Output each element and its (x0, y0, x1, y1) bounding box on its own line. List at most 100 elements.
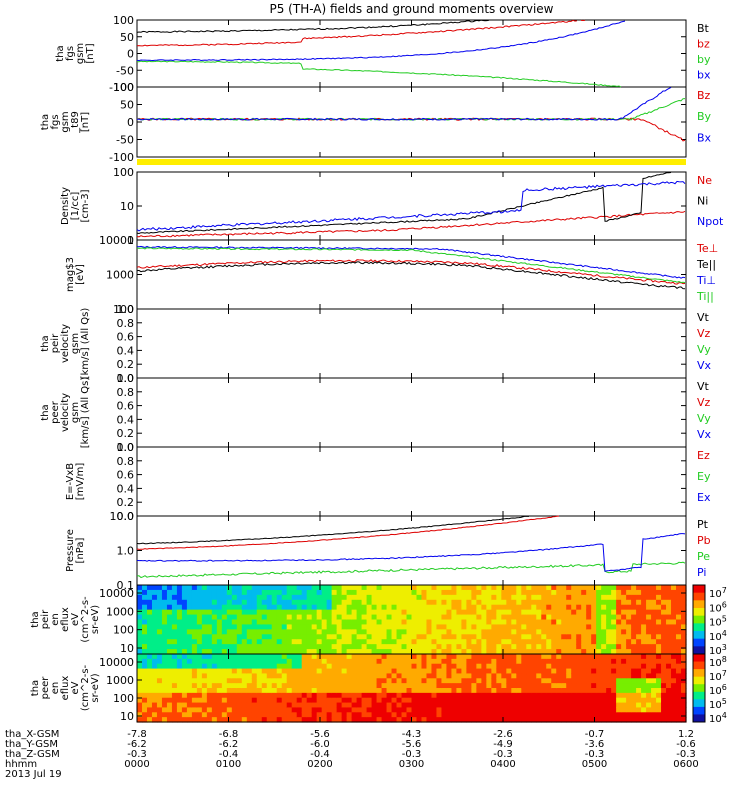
heatmap-cell (396, 619, 403, 626)
heatmap-cell (421, 649, 428, 655)
heatmap-cell (526, 683, 532, 689)
heatmap-cell (516, 589, 522, 596)
heatmap-cell (286, 697, 293, 704)
heatmap-cell (141, 624, 148, 630)
heatmap-cell (201, 692, 208, 699)
heatmap-cell (516, 668, 522, 675)
heatmap-cell (196, 668, 203, 675)
heatmap-cell (591, 654, 597, 660)
heatmap-cell (301, 658, 308, 665)
heatmap-cell (486, 688, 492, 694)
heatmap-cell (291, 639, 298, 645)
heatmap-cell (546, 688, 552, 694)
heatmap-cell (451, 717, 458, 723)
heatmap-cell (191, 624, 198, 630)
heatmap-cell (311, 692, 318, 699)
heatmap-cell (411, 668, 418, 675)
heatmap-cell (586, 644, 592, 650)
heatmap-cell (351, 644, 358, 650)
heatmap-cell (301, 599, 308, 606)
heatmap-cell (621, 683, 627, 689)
heatmap-cell (411, 707, 418, 713)
heatmap-cell (661, 712, 667, 718)
heatmap-cell (626, 673, 632, 679)
heatmap-cell (401, 668, 408, 675)
heatmap-cell (446, 717, 453, 723)
heatmap-cell (286, 707, 293, 713)
heatmap-cell (331, 614, 338, 621)
heatmap-cell (486, 585, 492, 591)
heatmap-cell (551, 624, 557, 630)
heatmap-cell (491, 654, 497, 660)
heatmap-cell (366, 658, 373, 665)
heatmap-cell (356, 717, 363, 723)
heatmap-cell (566, 629, 572, 635)
heatmap-cell (476, 697, 482, 704)
heatmap-cell (226, 654, 233, 660)
heatmap-cell (606, 604, 612, 611)
heatmap-cell (441, 604, 448, 611)
heatmap-cell (446, 629, 453, 635)
heatmap-cell (581, 604, 587, 611)
heatmap-cell (551, 634, 557, 640)
heatmap-cell (226, 697, 233, 704)
heatmap-cell (626, 634, 632, 640)
heatmap-cell (231, 654, 238, 660)
heatmap-cell (426, 717, 433, 723)
heatmap-cell (191, 644, 198, 650)
heatmap-cell (226, 599, 233, 606)
heatmap-cell (491, 614, 497, 621)
heatmap-cell (576, 683, 582, 689)
heatmap-cell (496, 649, 502, 655)
heatmap-cell (231, 624, 238, 630)
heatmap-cell (361, 629, 368, 635)
heatmap-cell (146, 594, 153, 601)
heatmap-cell (381, 668, 388, 675)
heatmap-cell (356, 624, 363, 630)
heatmap-cell (226, 678, 233, 684)
heatmap-cell (576, 644, 582, 650)
heatmap-cell (196, 697, 203, 704)
heatmap-cell (191, 697, 198, 704)
heatmap-cell (176, 673, 183, 679)
heatmap-cell (681, 654, 687, 660)
heatmap-cell (381, 697, 388, 704)
heatmap-cell (266, 614, 273, 621)
heatmap-cell (476, 599, 482, 606)
heatmap-cell (641, 683, 647, 689)
heatmap-cell (526, 678, 532, 684)
heatmap-cell (611, 702, 617, 709)
heatmap-cell (137, 673, 143, 679)
heatmap-cell (421, 639, 428, 645)
heatmap-cell (406, 594, 413, 601)
heatmap-cell (381, 702, 388, 709)
heatmap-cell (446, 697, 453, 704)
heatmap-cell (506, 639, 512, 645)
heatmap-cell (456, 604, 463, 611)
heatmap-cell (386, 692, 393, 699)
heatmap-cell (256, 692, 263, 699)
heatmap-cell (226, 688, 233, 694)
heatmap-cell (681, 673, 687, 679)
heatmap-cell (346, 639, 353, 645)
heatmap-cell (391, 712, 398, 718)
heatmap-cell (181, 624, 188, 630)
heatmap-cell (176, 663, 183, 670)
heatmap-cell (466, 609, 472, 616)
heatmap-cell (291, 644, 298, 650)
heatmap-cell (611, 609, 617, 616)
heatmap-cell (306, 639, 313, 645)
heatmap-cell (161, 619, 168, 626)
y-axis-label: en (50, 613, 61, 626)
heatmap-cell (401, 649, 408, 655)
heatmap-cell (621, 692, 627, 699)
heatmap-cell (491, 594, 497, 601)
heatmap-cell (596, 673, 602, 679)
heatmap-cell (421, 683, 428, 689)
heatmap-cell (431, 629, 438, 635)
heatmap-cell (646, 609, 652, 616)
heatmap-cell (401, 619, 408, 626)
heatmap-cell (621, 624, 627, 630)
y-tick-label: 10000 (99, 587, 134, 600)
heatmap-cell (616, 702, 622, 709)
